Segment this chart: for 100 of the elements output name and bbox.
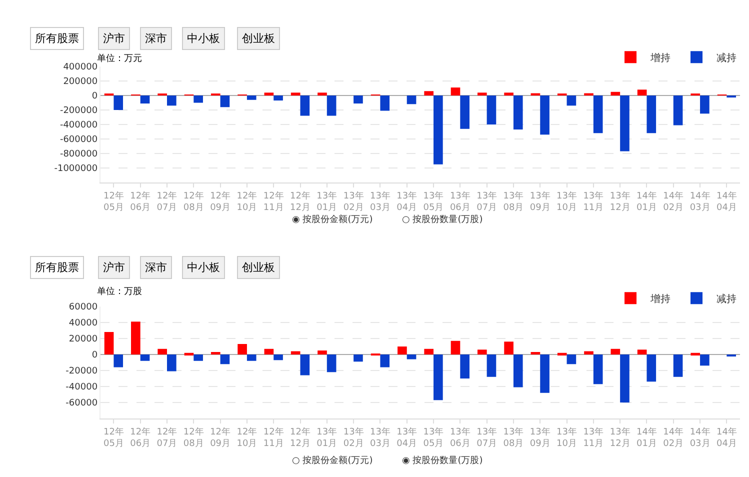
y-tick-label: -600000 — [60, 135, 98, 146]
text: 创业板 — [242, 261, 275, 274]
y-tick-label: -1000000 — [54, 164, 98, 174]
x-tick-label: 12年 09月 — [210, 426, 231, 449]
x-tick-label: 13年 02月 — [343, 190, 364, 213]
y-tick-label: 40000 — [68, 318, 98, 329]
bar — [584, 351, 594, 354]
text: 中小板 — [187, 261, 220, 274]
x-tick-label: 13年 12月 — [610, 426, 630, 449]
y-tick-label: 0 — [92, 92, 98, 102]
bar — [620, 95, 630, 152]
x-tick-label: 12年 07月 — [156, 190, 178, 213]
bar — [318, 92, 327, 96]
bar — [166, 354, 176, 372]
bar — [238, 344, 247, 354]
x-tick-label: 12年 11月 — [263, 426, 284, 449]
bar — [131, 322, 140, 354]
bar — [140, 95, 150, 104]
x-tick-label: 13年 08月 — [503, 426, 524, 449]
x-tick-label: 12年 11月 — [263, 190, 284, 213]
bar — [434, 95, 443, 164]
x-tick-label: 13年 09月 — [530, 190, 550, 213]
y-tick-label: -20000 — [66, 366, 98, 377]
bar — [290, 351, 300, 354]
bar — [290, 92, 300, 96]
x-tick-label: 13年 07月 — [476, 190, 498, 213]
bar — [540, 354, 550, 393]
legend-label: 增持 — [650, 52, 671, 64]
bar — [406, 354, 416, 360]
bar — [246, 95, 256, 100]
bar — [646, 354, 656, 382]
x-tick-label: 13年 07月 — [476, 426, 498, 449]
bar — [300, 354, 310, 376]
bar — [646, 95, 656, 134]
bar — [673, 354, 683, 377]
text: ◉ 按股份数量(万股) — [402, 455, 483, 466]
bar — [477, 350, 487, 354]
x-tick-label: 14年 03月 — [690, 426, 710, 449]
x-tick-label: 13年 05月 — [423, 426, 444, 449]
bar — [477, 92, 487, 96]
text: 沪市 — [103, 32, 125, 45]
bar — [557, 352, 567, 356]
bar — [593, 95, 603, 134]
bar — [104, 332, 114, 354]
x-tick-label: 13年 04月 — [396, 426, 418, 449]
bar — [140, 354, 150, 361]
x-tick-label: 13年 09月 — [530, 426, 550, 449]
x-tick-label: 12年 05月 — [103, 190, 124, 213]
bar — [424, 91, 434, 96]
legend-label: 增持 — [650, 293, 671, 306]
bar — [326, 95, 336, 116]
bar — [114, 95, 124, 110]
text: 深市 — [145, 32, 167, 45]
x-tick-label: 13年 12月 — [610, 190, 630, 213]
bar — [673, 95, 683, 126]
bar — [610, 92, 620, 96]
bar — [450, 340, 460, 354]
y-tick-label: 400000 — [63, 62, 98, 73]
bar — [504, 92, 514, 96]
x-tick-label: 12年 10月 — [236, 190, 258, 213]
y-tick-label: -60000 — [66, 398, 98, 409]
text: 沪市 — [103, 261, 125, 274]
x-tick-label: 14年 01月 — [636, 190, 657, 213]
bar — [566, 95, 576, 106]
bar — [274, 354, 283, 360]
legend-label: 减持 — [716, 293, 737, 306]
text: 创业板 — [242, 32, 275, 45]
bar — [610, 348, 620, 354]
x-tick-label: 13年 06月 — [450, 426, 470, 449]
bar — [264, 348, 274, 354]
x-tick-label: 12年 07月 — [156, 426, 178, 449]
x-tick-label: 13年 04月 — [396, 190, 418, 213]
x-tick-label: 14年 02月 — [663, 190, 684, 213]
y-tick-label: -200000 — [60, 106, 98, 116]
bar — [566, 354, 576, 364]
bar — [184, 352, 194, 356]
bar — [450, 88, 460, 96]
bar — [300, 95, 310, 116]
y-tick-label: 0 — [92, 350, 98, 361]
y-tick-label: 60000 — [68, 302, 98, 313]
x-tick-label: 12年 12月 — [290, 190, 310, 213]
x-tick-label: 14年 03月 — [690, 190, 710, 213]
x-tick-label: 13年 05月 — [423, 190, 444, 213]
bar — [166, 95, 176, 106]
text: 所有股票 — [35, 261, 79, 274]
x-tick-label: 13年 11月 — [583, 426, 604, 449]
x-tick-label: 12年 12月 — [290, 426, 310, 449]
x-tick-label: 13年 10月 — [556, 426, 578, 449]
bar — [406, 95, 416, 104]
bar — [220, 354, 230, 364]
x-tick-label: 12年 09月 — [210, 190, 231, 213]
bar — [620, 354, 630, 402]
bar — [486, 95, 496, 124]
text: 中小板 — [187, 32, 220, 45]
x-tick-label: 14年 02月 — [663, 426, 684, 449]
y-tick-label: -800000 — [60, 150, 98, 160]
x-tick-label: 13年 10月 — [556, 190, 578, 213]
bar — [194, 354, 203, 361]
x-tick-label: 13年 01月 — [316, 426, 338, 449]
x-tick-label: 12年 10月 — [236, 426, 258, 449]
